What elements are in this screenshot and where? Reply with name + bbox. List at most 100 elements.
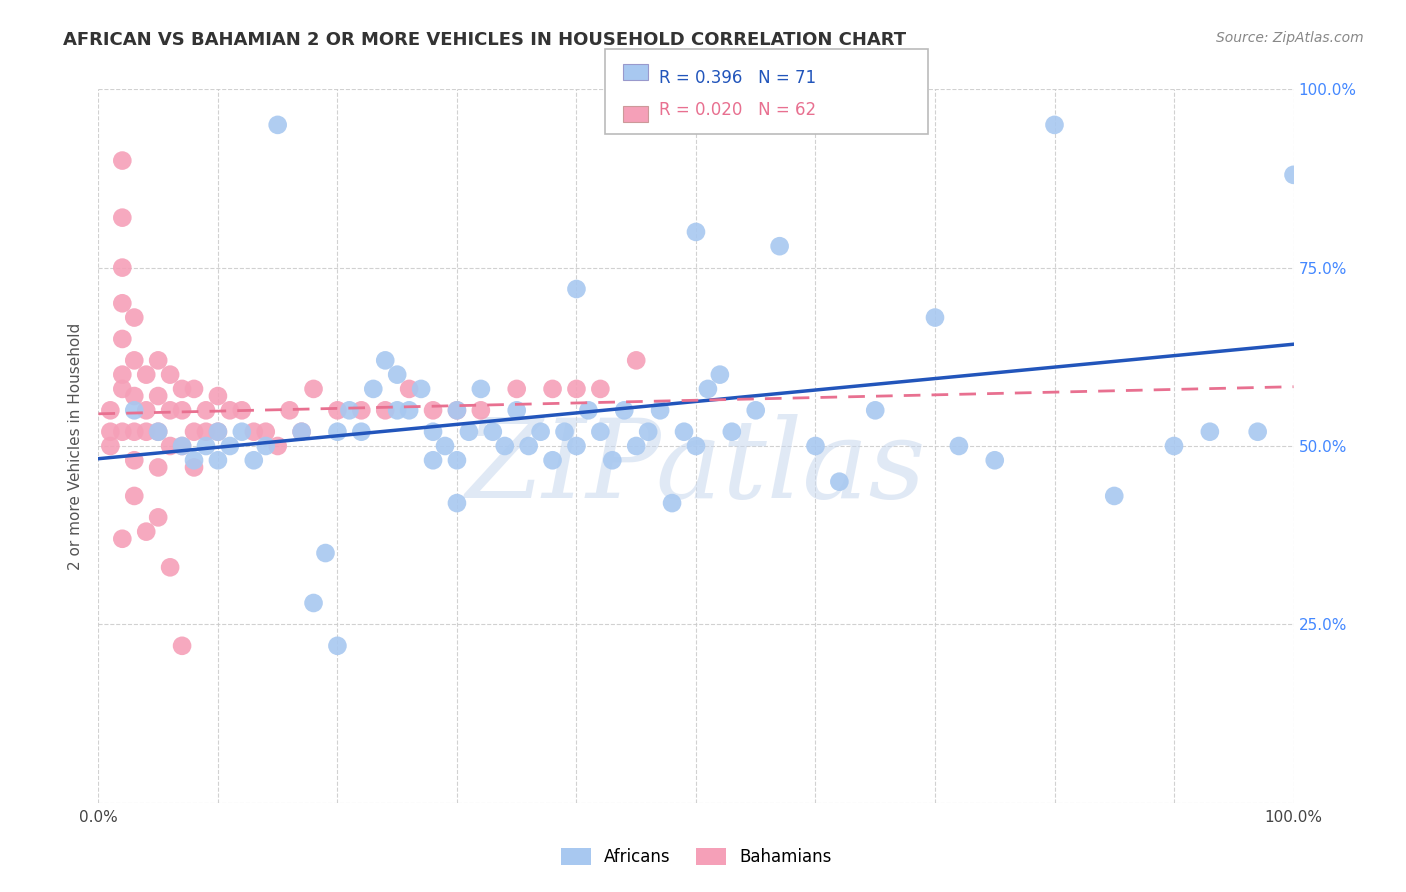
Point: [148, 389, 170, 403]
Point: [302, 596, 325, 610]
Point: [148, 353, 170, 368]
Point: [183, 453, 205, 467]
Point: [254, 439, 277, 453]
Point: [111, 382, 134, 396]
Point: [124, 353, 146, 368]
Point: [98, 403, 122, 417]
Point: [302, 382, 325, 396]
Point: [195, 439, 218, 453]
Point: [422, 453, 444, 467]
Point: [589, 382, 612, 396]
Point: [111, 532, 134, 546]
Point: [506, 403, 529, 417]
Point: [124, 403, 146, 417]
Point: [111, 332, 134, 346]
Point: [291, 425, 314, 439]
Point: [267, 118, 290, 132]
Text: Source: ZipAtlas.com: Source: ZipAtlas.com: [1216, 31, 1364, 45]
Point: [697, 382, 720, 396]
Point: [267, 439, 290, 453]
Point: [111, 368, 134, 382]
Point: [111, 211, 134, 225]
Point: [148, 425, 170, 439]
Point: [541, 382, 564, 396]
Y-axis label: 2 or more Vehicles in Household: 2 or more Vehicles in Household: [67, 322, 83, 570]
Point: [602, 453, 624, 467]
Point: [565, 382, 588, 396]
Point: [411, 382, 433, 396]
Point: [172, 639, 194, 653]
Point: [685, 439, 707, 453]
Point: [1043, 118, 1066, 132]
Point: [470, 382, 492, 396]
Point: [1199, 425, 1222, 439]
Point: [446, 403, 468, 417]
Point: [111, 296, 134, 310]
Text: ZIPatlas: ZIPatlas: [465, 414, 927, 521]
Point: [828, 475, 851, 489]
Point: [517, 439, 540, 453]
Point: [589, 425, 612, 439]
Point: [148, 460, 170, 475]
Point: [661, 496, 683, 510]
Point: [446, 496, 468, 510]
Point: [207, 453, 229, 467]
Point: [339, 403, 361, 417]
Text: R = 0.020   N = 62: R = 0.020 N = 62: [659, 101, 817, 119]
Point: [1104, 489, 1126, 503]
Point: [637, 425, 659, 439]
Point: [183, 460, 205, 475]
Point: [626, 439, 648, 453]
Point: [124, 310, 146, 325]
Point: [434, 439, 457, 453]
Point: [124, 389, 146, 403]
Point: [350, 403, 373, 417]
Point: [984, 453, 1007, 467]
Point: [506, 382, 529, 396]
Point: [148, 510, 170, 524]
Point: [385, 368, 409, 382]
Point: [172, 439, 194, 453]
Point: [219, 403, 242, 417]
Point: [900, 103, 922, 118]
Point: [924, 310, 946, 325]
Point: [291, 425, 314, 439]
Point: [350, 425, 373, 439]
Point: [124, 489, 146, 503]
Text: AFRICAN VS BAHAMIAN 2 OR MORE VEHICLES IN HOUSEHOLD CORRELATION CHART: AFRICAN VS BAHAMIAN 2 OR MORE VEHICLES I…: [63, 31, 907, 49]
Point: [385, 403, 409, 417]
Point: [673, 425, 696, 439]
Point: [98, 425, 122, 439]
Point: [446, 453, 468, 467]
Point: [172, 382, 194, 396]
Point: [111, 425, 134, 439]
Point: [374, 353, 396, 368]
Text: R = 0.396   N = 71: R = 0.396 N = 71: [659, 70, 817, 87]
Point: [278, 403, 301, 417]
Point: [243, 453, 266, 467]
Point: [374, 403, 396, 417]
Point: [111, 260, 134, 275]
Point: [494, 439, 516, 453]
Point: [398, 403, 420, 417]
Point: [231, 403, 253, 417]
Point: [613, 403, 636, 417]
Point: [422, 403, 444, 417]
Point: [135, 368, 157, 382]
Point: [721, 425, 744, 439]
Point: [470, 403, 492, 417]
Point: [148, 425, 170, 439]
Point: [231, 425, 253, 439]
Point: [685, 225, 707, 239]
Point: [219, 439, 242, 453]
Point: [446, 403, 468, 417]
Point: [363, 382, 385, 396]
Point: [458, 425, 481, 439]
Point: [195, 403, 218, 417]
Point: [648, 403, 672, 417]
Point: [578, 403, 600, 417]
Point: [565, 439, 588, 453]
Point: [422, 425, 444, 439]
Point: [172, 439, 194, 453]
Point: [159, 403, 181, 417]
